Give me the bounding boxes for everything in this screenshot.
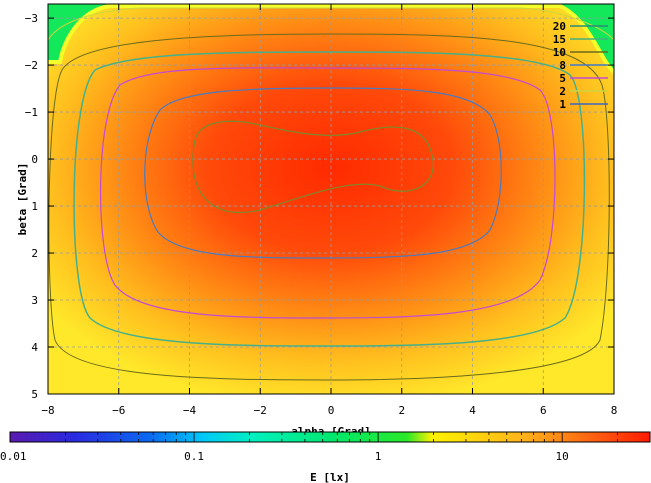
y-axis-title: beta [Grad] bbox=[16, 163, 29, 236]
contour-20 bbox=[192, 120, 434, 214]
legend-label: 2 bbox=[559, 85, 566, 98]
colorbar-tick-label: 0.01 bbox=[0, 450, 27, 463]
x-tick-label: −4 bbox=[183, 404, 197, 417]
contour-8 bbox=[73, 51, 586, 347]
y-tick-label: −1 bbox=[25, 106, 38, 119]
x-tick-label: −6 bbox=[112, 404, 125, 417]
y-tick-label: 3 bbox=[31, 294, 38, 307]
contours bbox=[48, 7, 614, 381]
colorbar-tick-label: 10 bbox=[556, 450, 569, 463]
legend-label: 10 bbox=[553, 46, 566, 59]
x-tick-label: 8 bbox=[611, 404, 618, 417]
contour-10 bbox=[99, 67, 556, 319]
y-tick-label: 0 bbox=[31, 153, 38, 166]
x-tick-label: −8 bbox=[41, 404, 54, 417]
y-tick-label: 4 bbox=[31, 341, 38, 354]
colorbar-tick-label: 1 bbox=[375, 450, 382, 463]
y-tick-label: −2 bbox=[25, 59, 38, 72]
colorbar: 0.01 0.1 1 10 bbox=[0, 431, 651, 463]
colorbar-ticks: 0.01 0.1 1 10 bbox=[0, 432, 651, 463]
x-tick-label: 0 bbox=[328, 404, 335, 417]
colorbar-fill bbox=[10, 432, 650, 442]
x-tick-label: −2 bbox=[254, 404, 267, 417]
x-tick-label: 6 bbox=[540, 404, 547, 417]
colorbar-tick-label: 0.1 bbox=[184, 450, 204, 463]
contour-5 bbox=[48, 33, 610, 381]
y-tick-label: 5 bbox=[31, 388, 38, 401]
x-tick-label: 2 bbox=[398, 404, 405, 417]
y-tick-label: 1 bbox=[31, 200, 38, 213]
y-tick-label: −3 bbox=[25, 12, 38, 25]
legend-label: 1 bbox=[559, 98, 566, 111]
legend-label: 8 bbox=[559, 59, 566, 72]
legend-label: 5 bbox=[559, 72, 566, 85]
colorbar-title: E [lx] bbox=[310, 471, 350, 483]
x-tick-label: 4 bbox=[469, 404, 476, 417]
legend-label: 15 bbox=[553, 33, 566, 46]
y-tick-label: 2 bbox=[31, 247, 38, 260]
x-axis-ticks: −8 −6 −4 −2 0 2 4 6 8 bbox=[41, 4, 617, 417]
legend-label: 20 bbox=[553, 20, 566, 33]
contour-15 bbox=[144, 87, 502, 259]
